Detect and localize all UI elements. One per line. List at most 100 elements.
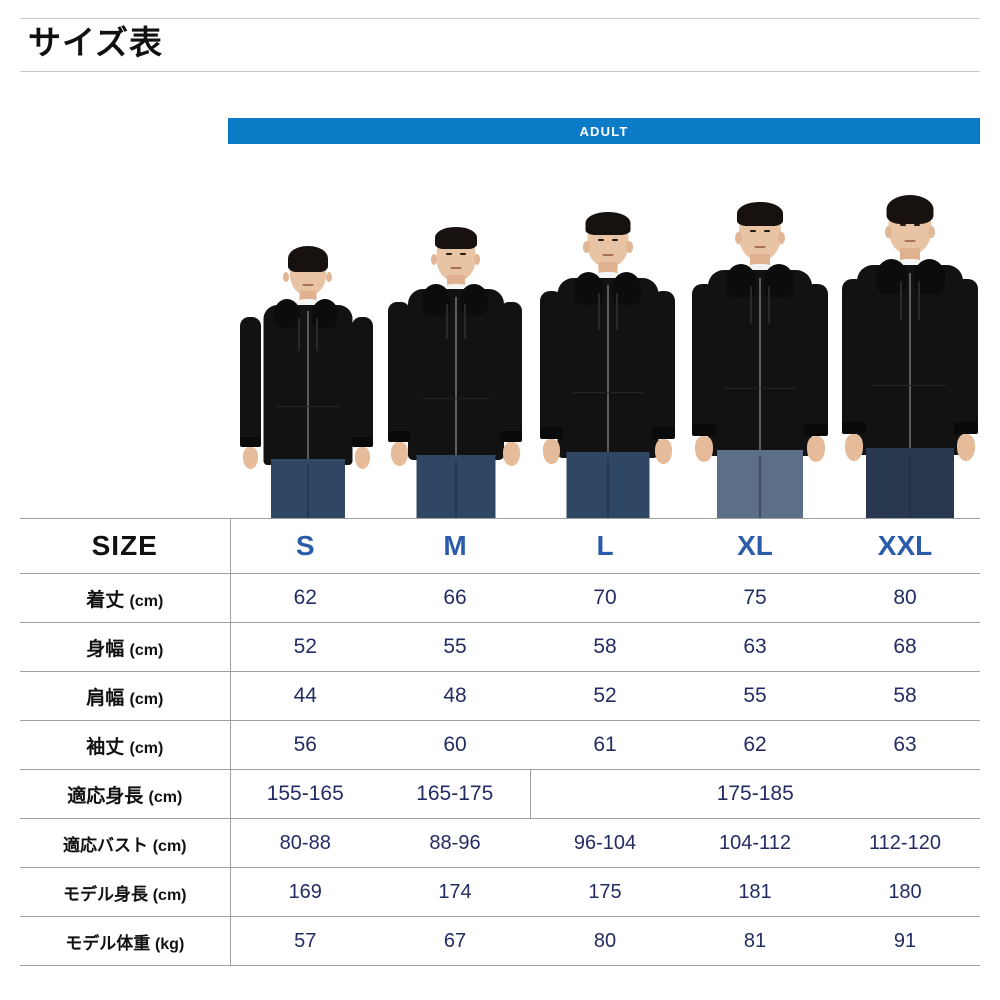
cell-r2-c4: 58: [830, 671, 980, 721]
model-figure-1: [387, 214, 525, 518]
cell-r5-c2: 96-104: [530, 818, 680, 868]
model-sleeve: [842, 279, 866, 432]
table-row: 着丈 (cm) 62 66 70 75 80: [20, 573, 980, 623]
row-label-7: モデル体重 (kg): [20, 916, 231, 966]
model-cuff: [352, 437, 373, 447]
cell-r7-c0: 57: [230, 916, 380, 966]
model-ear: [778, 232, 785, 244]
model-mouth: [904, 240, 916, 242]
model-ear: [474, 254, 480, 265]
table-row: 適応身長 (cm) 155-165 165-175 175-185: [20, 769, 980, 819]
cell-r6-c2: 175: [530, 867, 680, 917]
model-hair: [288, 246, 328, 272]
cell-r3-c2: 61: [530, 720, 680, 770]
model-jeans-seam: [909, 454, 911, 518]
cell-r7-c1: 67: [380, 916, 530, 966]
model-eye: [764, 230, 770, 232]
model-hand: [503, 442, 520, 466]
model-eye: [750, 230, 756, 232]
cell-r2-c1: 48: [380, 671, 530, 721]
size-table: SIZE S M L XL XXL 着丈 (cm) 62 66 70 75 80 身幅 (cm) 52 55…: [20, 518, 980, 966]
model-sleeve: [692, 284, 716, 434]
model-pocket: [277, 406, 340, 407]
cell-r0-c4: 80: [830, 573, 980, 623]
model-hair: [585, 212, 631, 235]
model-zipper: [307, 311, 309, 462]
cell-r1-c0: 52: [230, 622, 380, 672]
model-zipper: [909, 273, 911, 453]
cell-r6-c0: 169: [230, 867, 380, 917]
cell-r6-c4: 180: [830, 867, 980, 917]
models-photo: [228, 155, 980, 518]
model-ear: [431, 254, 437, 265]
model-ear: [885, 226, 892, 238]
table-row: モデル体重 (kg) 57 67 80 81 91: [20, 916, 980, 966]
model-hair: [737, 202, 783, 226]
model-pocket: [873, 385, 947, 386]
model-zipper: [455, 297, 457, 459]
model-hand: [957, 434, 975, 461]
model-sleeve: [954, 279, 978, 432]
size-table-body: SIZE S M L XL XXL 着丈 (cm) 62 66 70 75 80 身幅 (cm) 52 55…: [20, 518, 980, 966]
model-drawstring: [464, 304, 466, 339]
cell-r1-c1: 55: [380, 622, 530, 672]
model-zipper: [607, 285, 609, 456]
cell-r3-c0: 56: [230, 720, 380, 770]
model-hood: [422, 284, 450, 315]
model-eye: [460, 253, 466, 255]
model-sleeve: [388, 302, 410, 440]
model-sleeve: [500, 302, 522, 440]
model-ear: [283, 272, 289, 282]
cell-r7-c3: 81: [680, 916, 830, 966]
model-pocket: [724, 388, 796, 389]
model-eye: [900, 224, 906, 226]
model-pocket: [422, 398, 489, 399]
model-cuff: [954, 422, 978, 434]
model-drawstring: [598, 293, 600, 330]
model-cuff: [240, 437, 261, 447]
model-sleeve: [240, 317, 261, 446]
model-hand: [807, 436, 825, 462]
model-drawstring: [750, 286, 752, 324]
model-jeans-seam: [607, 458, 609, 518]
model-figure-3: [685, 188, 835, 518]
page-title: サイズ表: [28, 24, 164, 61]
model-hand: [243, 447, 258, 469]
model-drawstring: [768, 286, 770, 324]
title-rule-top: [20, 18, 980, 19]
table-row: 肩幅 (cm) 44 48 52 55 58: [20, 671, 980, 721]
model-hand: [543, 439, 560, 464]
cell-r2-c0: 44: [230, 671, 380, 721]
model-eye: [446, 253, 452, 255]
model-ear: [626, 241, 633, 253]
model-hand: [845, 434, 863, 461]
model-drawstring: [298, 318, 300, 351]
cell-r1-c3: 63: [680, 622, 830, 672]
model-sleeve: [652, 291, 675, 437]
model-eye: [598, 239, 604, 241]
table-row: 適応バスト (cm) 80-88 88-96 96-104 104-112 112-120: [20, 818, 980, 868]
model-jeans-seam: [455, 461, 457, 518]
column-header-s: S: [230, 518, 380, 574]
cell-r6-c1: 174: [380, 867, 530, 917]
cell-r3-c4: 63: [830, 720, 980, 770]
cell-r5-c4: 112-120: [830, 818, 980, 868]
cell-r7-c4: 91: [830, 916, 980, 966]
model-cuff: [388, 431, 410, 442]
cell-r0-c0: 62: [230, 573, 380, 623]
model-cuff: [500, 431, 522, 442]
cell-r4-c2: 175-185: [529, 769, 980, 819]
table-row: 袖丈 (cm) 56 60 61 62 63: [20, 720, 980, 770]
model-jeans-seam: [759, 456, 761, 518]
cell-r4-c0: 155-165: [230, 769, 380, 819]
cell-r5-c3: 104-112: [680, 818, 830, 868]
table-row: モデル身長 (cm) 169 174 175 181 180: [20, 867, 980, 917]
model-hair: [435, 227, 477, 249]
model-zipper: [759, 278, 761, 454]
column-header-xxl: XXL: [830, 518, 980, 574]
row-label-0: 着丈 (cm): [20, 573, 231, 623]
model-ear: [735, 232, 742, 244]
adult-banner: ADULT: [228, 118, 980, 144]
model-hand: [695, 436, 713, 462]
